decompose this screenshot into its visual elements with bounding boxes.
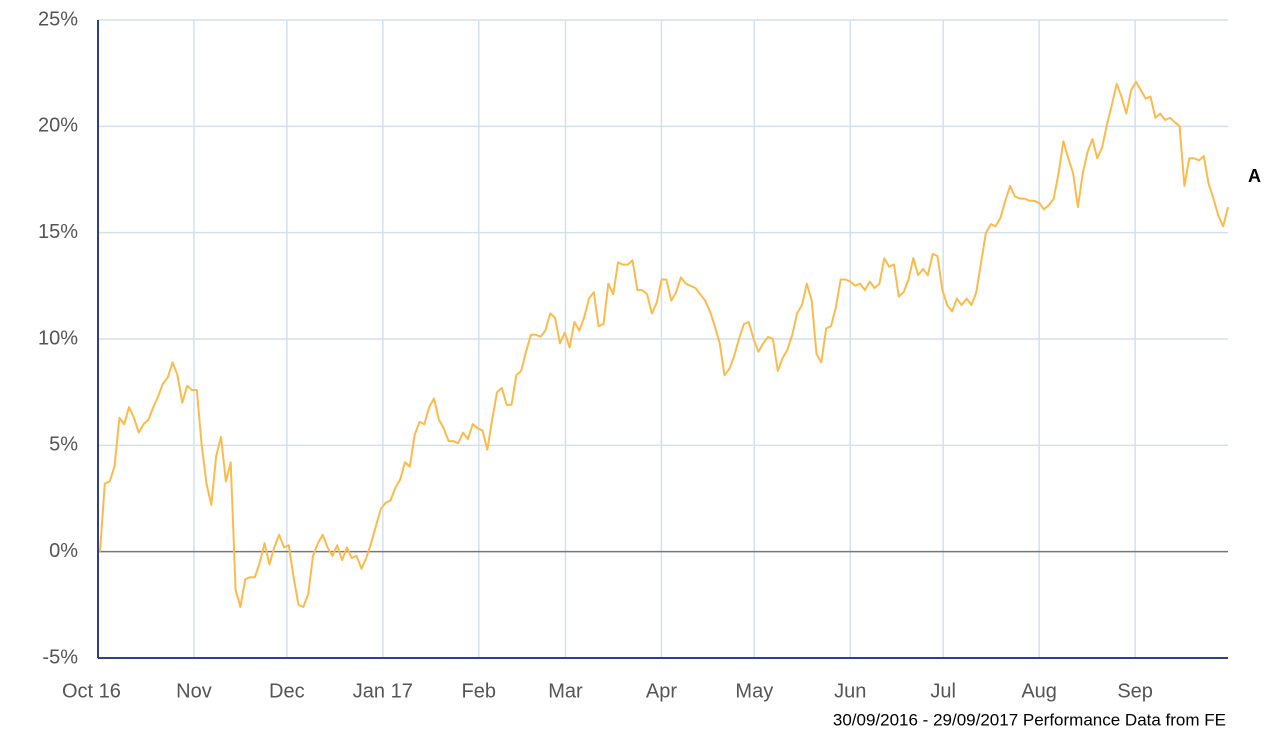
x-tick-label: Nov bbox=[176, 680, 212, 702]
x-tick-label: Apr bbox=[646, 680, 677, 702]
x-tick-label: Feb bbox=[462, 680, 496, 702]
x-tick-label: Jul bbox=[930, 680, 956, 702]
x-tick-label: May bbox=[735, 680, 773, 702]
y-tick-label: 10% bbox=[38, 327, 78, 349]
y-tick-label: 5% bbox=[49, 434, 78, 456]
x-tick-label: Aug bbox=[1021, 680, 1057, 702]
x-tick-label: Sep bbox=[1117, 680, 1153, 702]
x-tick-label: Jan 17 bbox=[353, 680, 413, 702]
line bbox=[99, 80, 1229, 608]
y-tick-label: 20% bbox=[38, 115, 78, 137]
x-tick-label: Mar bbox=[548, 680, 583, 702]
y-tick-label: 25% bbox=[38, 8, 78, 30]
series-label: A bbox=[1248, 166, 1261, 186]
y-tick-label: -5% bbox=[42, 646, 78, 668]
y-tick-label: 0% bbox=[49, 540, 78, 562]
x-tick-label: Jun bbox=[834, 680, 866, 702]
footer: 30/09/2016 - 29/09/2017 Performance Data… bbox=[833, 710, 1226, 729]
x-tick-label: Oct 16 bbox=[62, 680, 121, 702]
y-tick-label: 15% bbox=[38, 221, 78, 243]
x-tick-label: Dec bbox=[269, 680, 305, 702]
